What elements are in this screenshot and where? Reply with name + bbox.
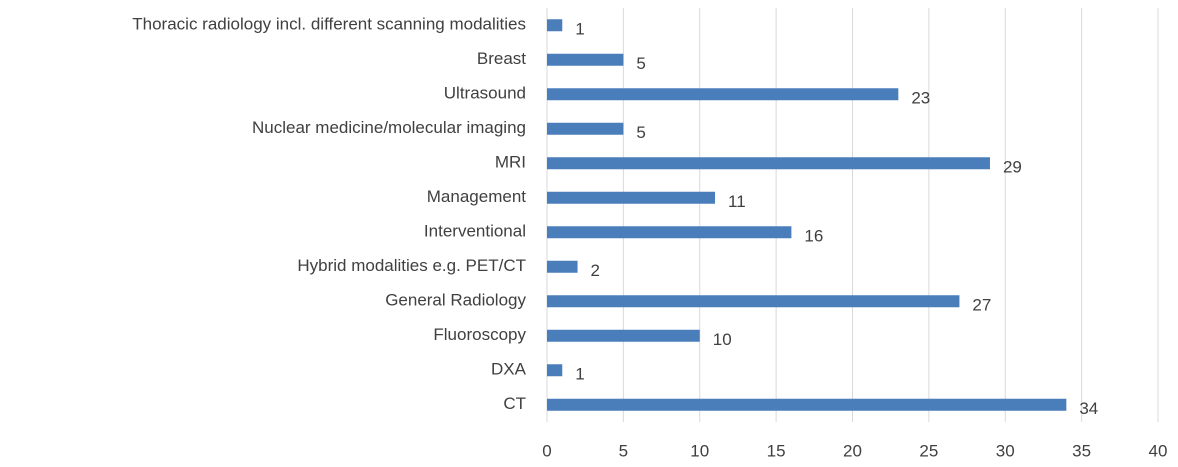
y-tick-label: Thoracic radiology incl. different scann… <box>132 15 526 34</box>
bar <box>547 398 1067 411</box>
data-label: 29 <box>1003 158 1022 177</box>
bar <box>547 88 899 101</box>
y-tick-label: CT <box>503 394 526 413</box>
bar <box>547 329 700 342</box>
x-tick-label: 15 <box>767 441 786 460</box>
data-label: 23 <box>911 89 930 108</box>
data-label: 10 <box>713 330 732 349</box>
data-label: 1 <box>575 20 584 39</box>
y-tick-label: Hybrid modalities e.g. PET/CT <box>297 256 526 275</box>
bar <box>547 53 624 66</box>
x-tick-label: 40 <box>1149 441 1168 460</box>
data-label: 11 <box>728 192 746 211</box>
y-tick-label: DXA <box>491 360 527 379</box>
y-tick-label: Interventional <box>424 222 526 241</box>
x-tick-label: 0 <box>542 441 551 460</box>
y-tick-label: Ultrasound <box>444 84 526 103</box>
bar <box>547 157 990 170</box>
x-tick-label: 20 <box>843 441 862 460</box>
y-tick-label: General Radiology <box>385 291 526 310</box>
data-label: 2 <box>591 261 600 280</box>
x-tick-label: 5 <box>619 441 628 460</box>
data-label: 34 <box>1079 399 1098 418</box>
bar <box>547 226 792 239</box>
bar <box>547 122 624 135</box>
bar <box>547 191 716 204</box>
data-label: 27 <box>972 296 991 315</box>
y-tick-label: Breast <box>477 49 526 68</box>
bar <box>547 295 960 308</box>
data-label: 1 <box>575 365 584 384</box>
y-tick-label: Management <box>427 187 527 206</box>
x-tick-label: 10 <box>690 441 709 460</box>
bar <box>547 260 578 273</box>
x-tick-label: 25 <box>919 441 938 460</box>
y-tick-label: Fluoroscopy <box>433 325 526 344</box>
bar <box>547 364 563 377</box>
bar <box>547 19 563 32</box>
x-tick-label: 35 <box>1072 441 1091 460</box>
data-label: 5 <box>636 54 645 73</box>
x-tick-label: 30 <box>996 441 1015 460</box>
data-label: 16 <box>804 227 823 246</box>
y-tick-label: MRI <box>495 153 526 172</box>
y-tick-label: Nuclear medicine/molecular imaging <box>252 118 526 137</box>
data-label: 5 <box>636 123 645 142</box>
